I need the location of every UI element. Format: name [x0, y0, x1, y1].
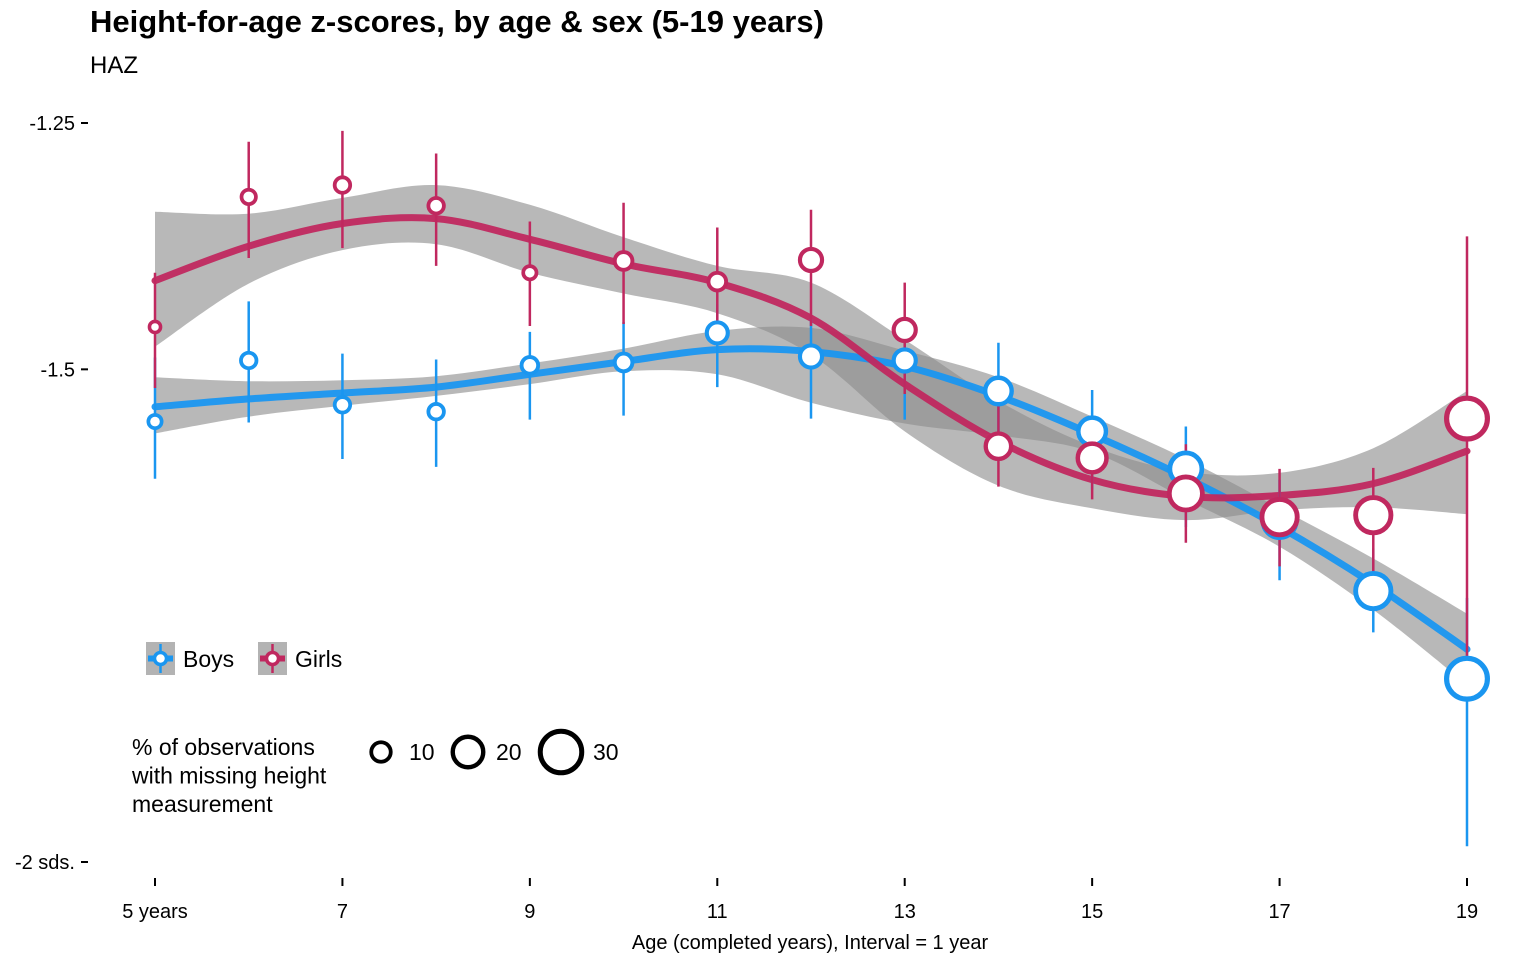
- x-tick-label: 9: [524, 901, 535, 923]
- size-legend-label: 30: [593, 739, 619, 765]
- boys-data-point: [1444, 655, 1490, 702]
- x-tick-label: 17: [1268, 901, 1290, 923]
- girls-data-point: [147, 319, 163, 335]
- girls-data-point: [239, 187, 258, 206]
- girls-data-point: [426, 196, 446, 216]
- girls-data-point: [1444, 395, 1490, 442]
- x-tick-label: 15: [1081, 901, 1103, 923]
- girls-data-point: [891, 316, 918, 344]
- chart-subtitle: HAZ: [90, 52, 138, 79]
- x-axis-label: Age (completed years), Interval = 1 year: [632, 932, 989, 954]
- boys-data-point: [891, 347, 918, 374]
- girls-data-point: [706, 270, 729, 293]
- girls-data-point: [332, 175, 353, 195]
- boys-data-point: [704, 320, 730, 346]
- boys-data-point: [426, 402, 446, 422]
- size-legend-label: 20: [496, 739, 522, 765]
- boys-data-point: [1076, 415, 1109, 448]
- y-tick-label: -1.5: [41, 359, 75, 381]
- boys-data-point: [239, 350, 259, 371]
- data-points: [146, 175, 1490, 702]
- axes: 5 years 7 9 11 13 15 17 19 -1.25 -1.5 -2 sds.: [15, 113, 1478, 923]
- boys-data-point: [982, 375, 1014, 407]
- girls-data-point: [983, 431, 1014, 462]
- chart-title: Height-for-age z-scores, by age & sex (5…: [90, 4, 824, 39]
- boys-data-point: [612, 351, 635, 374]
- boys-data-point: [797, 343, 825, 370]
- girls-data-point: [1353, 495, 1394, 536]
- boys-data-point: [332, 395, 353, 415]
- legend-key-boys-point: [152, 650, 169, 667]
- size-legend-title-line: % of observations: [132, 734, 315, 760]
- girls-data-point: [1075, 441, 1109, 475]
- girls-data-point: [521, 264, 539, 282]
- legend: Boys Girls % of observations with missing h…: [131, 642, 619, 817]
- size-legend-title-line: measurement: [132, 791, 273, 817]
- size-legend-title-line: with missing height: [131, 763, 327, 789]
- legend-label-girls: Girls: [295, 646, 342, 672]
- size-legend-circle: [450, 734, 486, 770]
- girls-data-point: [1259, 497, 1300, 538]
- size-legend-label: 10: [409, 739, 435, 765]
- girls-data-point: [1166, 474, 1205, 513]
- y-tick-label: -2 sds.: [15, 852, 75, 874]
- size-legend-circle: [537, 728, 585, 776]
- girls-data-point: [797, 246, 825, 274]
- x-tick-label: 11: [707, 901, 728, 923]
- boys-data-point: [146, 413, 164, 431]
- x-tick-label: 19: [1456, 901, 1478, 923]
- legend-label-boys: Boys: [183, 646, 234, 672]
- legend-key-girls-point: [264, 650, 281, 667]
- boys-data-point: [519, 355, 541, 376]
- boys-data-point: [1353, 570, 1394, 612]
- x-tick-label: 5 years: [122, 901, 188, 923]
- x-tick-label: 13: [894, 901, 916, 923]
- girls-data-point: [612, 250, 635, 272]
- size-legend-circle: [369, 740, 393, 764]
- x-tick-label: 7: [337, 901, 348, 923]
- y-tick-label: -1.25: [29, 113, 75, 135]
